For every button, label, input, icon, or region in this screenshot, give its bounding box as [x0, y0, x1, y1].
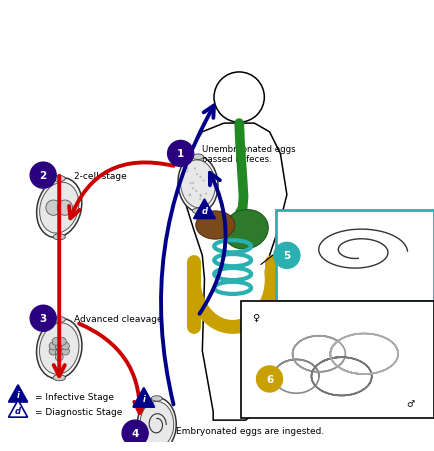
Ellipse shape	[53, 375, 66, 381]
Circle shape	[273, 243, 299, 269]
Circle shape	[55, 354, 63, 361]
FancyBboxPatch shape	[276, 210, 433, 301]
Ellipse shape	[36, 179, 82, 238]
Circle shape	[167, 141, 193, 167]
Text: = Diagnostic Stage: = Diagnostic Stage	[35, 407, 122, 416]
Text: Embryonated eggs are ingested.: Embryonated eggs are ingested.	[176, 427, 324, 436]
Circle shape	[62, 347, 69, 355]
Circle shape	[30, 305, 56, 331]
Ellipse shape	[53, 176, 65, 182]
Ellipse shape	[195, 212, 234, 239]
Circle shape	[199, 194, 201, 197]
Text: d: d	[201, 207, 207, 216]
Circle shape	[46, 201, 61, 216]
Text: 2: 2	[39, 171, 47, 181]
Ellipse shape	[178, 156, 217, 212]
Circle shape	[189, 183, 191, 185]
Circle shape	[186, 171, 188, 173]
Circle shape	[49, 342, 57, 350]
Circle shape	[55, 349, 63, 357]
Text: Unembryonated eggs
passed in feces.: Unembryonated eggs passed in feces.	[202, 144, 295, 164]
Circle shape	[199, 176, 201, 179]
Text: 2-cell stage: 2-cell stage	[74, 171, 127, 180]
Circle shape	[52, 338, 60, 345]
Ellipse shape	[36, 319, 82, 379]
Ellipse shape	[53, 234, 65, 240]
Text: 4: 4	[131, 428, 138, 438]
Text: d: d	[15, 405, 21, 414]
Circle shape	[188, 195, 190, 197]
Text: Advanced cleavage: Advanced cleavage	[74, 314, 163, 323]
Circle shape	[122, 420, 148, 446]
Circle shape	[58, 338, 66, 345]
Text: Larvae hatch
in small intestine: Larvae hatch in small intestine	[303, 260, 377, 279]
Ellipse shape	[192, 208, 203, 214]
Ellipse shape	[39, 183, 79, 234]
Text: 5: 5	[283, 251, 290, 261]
Polygon shape	[9, 385, 27, 402]
Circle shape	[55, 342, 63, 350]
Polygon shape	[9, 400, 27, 417]
Circle shape	[199, 195, 201, 198]
Text: Adults in cecum: Adults in cecum	[301, 375, 374, 384]
Ellipse shape	[151, 448, 162, 451]
Ellipse shape	[223, 210, 268, 249]
Ellipse shape	[192, 155, 203, 160]
Text: 6: 6	[265, 374, 273, 384]
Circle shape	[30, 163, 56, 189]
FancyBboxPatch shape	[241, 301, 433, 418]
Text: i: i	[16, 391, 20, 400]
Ellipse shape	[53, 317, 66, 323]
Circle shape	[191, 188, 194, 190]
Ellipse shape	[140, 401, 173, 447]
Circle shape	[194, 168, 196, 170]
Circle shape	[204, 193, 207, 195]
Circle shape	[185, 167, 187, 170]
Circle shape	[57, 201, 72, 216]
Text: ♀: ♀	[252, 312, 259, 322]
Polygon shape	[193, 199, 215, 219]
Circle shape	[202, 180, 204, 182]
Circle shape	[195, 190, 197, 193]
Ellipse shape	[39, 323, 79, 374]
Circle shape	[208, 173, 210, 175]
Circle shape	[195, 174, 197, 176]
Ellipse shape	[137, 397, 176, 451]
Circle shape	[189, 194, 191, 196]
Circle shape	[256, 366, 282, 392]
Text: 3: 3	[39, 313, 47, 323]
Polygon shape	[133, 388, 154, 407]
Ellipse shape	[151, 396, 162, 401]
Text: i: i	[142, 395, 145, 404]
Circle shape	[192, 183, 194, 184]
Circle shape	[199, 198, 201, 201]
Text: = Infective Stage: = Infective Stage	[35, 392, 114, 401]
Circle shape	[49, 347, 57, 355]
Ellipse shape	[180, 161, 215, 208]
Text: 1: 1	[177, 149, 184, 159]
Circle shape	[62, 342, 69, 350]
Text: ♂: ♂	[405, 399, 413, 408]
Circle shape	[186, 168, 188, 170]
